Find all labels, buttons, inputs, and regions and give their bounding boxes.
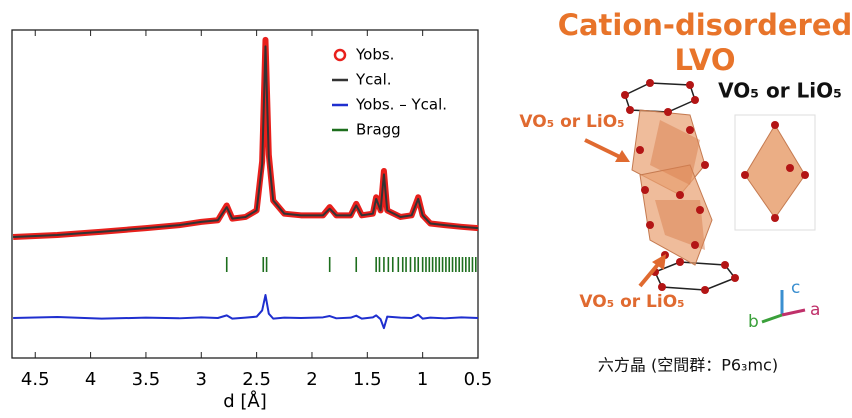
site-label: VO₅ or LiO₅ [519, 112, 624, 132]
x-tick-label: 1 [417, 369, 428, 390]
plot-frame [11, 29, 479, 359]
x-tick-label: 3 [196, 369, 207, 390]
x-tick-label: 0.5 [464, 369, 493, 390]
x-tick-label: 1.5 [353, 369, 382, 390]
polyhedron-label: VO₅ or LiO₅ [718, 79, 842, 103]
site-label: VO₅ or LiO₅ [579, 292, 684, 312]
x-tick-label: 3.5 [132, 369, 161, 390]
axis-label: c [791, 278, 800, 298]
legend-label: Yobs. [355, 46, 394, 64]
legend-label: Ycal. [355, 71, 392, 89]
caption: 六方晶 (空間群：P6₃mc) [598, 356, 778, 375]
x-tick-label: 2.5 [242, 369, 271, 390]
legend-symbol [333, 48, 347, 62]
x-tick-label: 4 [85, 369, 96, 390]
crystal-structure [584, 79, 816, 324]
series-line [13, 45, 479, 238]
x-tick-label: 4.5 [21, 369, 50, 390]
axis-label: b [748, 312, 759, 332]
legend-label: Bragg [356, 121, 401, 139]
x-tick-label: 2 [306, 369, 317, 390]
figure-title: LVO [674, 43, 735, 77]
legend-label: Yobs. – Ycal. [355, 96, 447, 114]
figure-title: Cation-disordered [558, 8, 852, 42]
x-axis-label: d [Å] [223, 390, 267, 412]
axis-label: a [810, 300, 820, 320]
observed-curve [12, 36, 479, 240]
series-line [13, 294, 479, 330]
